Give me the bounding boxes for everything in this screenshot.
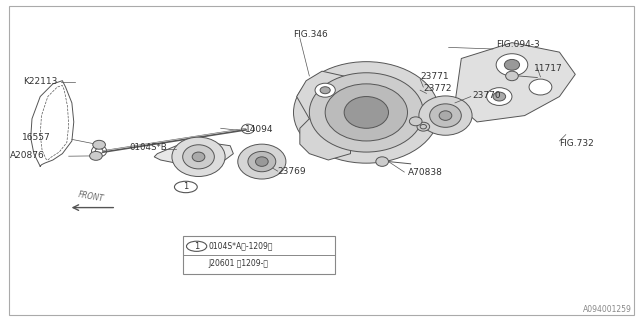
Polygon shape: [154, 142, 234, 166]
Text: 23771: 23771: [420, 72, 449, 81]
Ellipse shape: [315, 83, 335, 97]
Text: 16557: 16557: [22, 133, 51, 142]
Polygon shape: [455, 43, 575, 122]
FancyBboxPatch shape: [182, 236, 335, 274]
Ellipse shape: [429, 104, 461, 127]
Ellipse shape: [417, 122, 429, 131]
Ellipse shape: [344, 97, 388, 128]
Text: A70838: A70838: [408, 168, 442, 177]
Ellipse shape: [529, 79, 552, 95]
Ellipse shape: [506, 71, 518, 81]
Ellipse shape: [192, 152, 205, 162]
Ellipse shape: [93, 140, 106, 149]
Circle shape: [175, 181, 197, 193]
Ellipse shape: [238, 144, 286, 179]
Polygon shape: [300, 117, 351, 160]
Ellipse shape: [419, 96, 472, 135]
Ellipse shape: [410, 117, 422, 126]
Text: J20601 〈1209-〉: J20601 〈1209-〉: [208, 259, 268, 268]
Ellipse shape: [376, 157, 388, 166]
Text: 11717: 11717: [534, 63, 563, 73]
Circle shape: [186, 241, 207, 252]
Text: A20876: A20876: [10, 151, 45, 160]
Text: 23770: 23770: [473, 91, 501, 100]
Ellipse shape: [320, 87, 330, 94]
Polygon shape: [297, 71, 369, 124]
Ellipse shape: [325, 84, 408, 141]
Text: FRONT: FRONT: [77, 190, 104, 203]
Ellipse shape: [493, 92, 506, 101]
Ellipse shape: [182, 145, 214, 169]
Ellipse shape: [504, 60, 520, 70]
Text: FIG.094-3: FIG.094-3: [496, 40, 540, 49]
Ellipse shape: [309, 73, 423, 152]
Ellipse shape: [294, 62, 439, 163]
Ellipse shape: [255, 157, 268, 166]
Ellipse shape: [248, 151, 276, 172]
Ellipse shape: [90, 151, 102, 160]
Text: 23772: 23772: [423, 84, 452, 93]
Text: 23769: 23769: [278, 167, 307, 176]
Text: 0104S*A〈-1209〉: 0104S*A〈-1209〉: [208, 242, 273, 251]
Text: 1: 1: [183, 182, 189, 191]
Text: FIG.732: FIG.732: [559, 139, 594, 148]
FancyBboxPatch shape: [8, 6, 634, 316]
Text: 1: 1: [194, 242, 199, 251]
Text: K22113: K22113: [23, 76, 58, 85]
Ellipse shape: [496, 54, 528, 76]
Ellipse shape: [486, 88, 512, 105]
Text: A094001259: A094001259: [584, 305, 632, 314]
Ellipse shape: [439, 111, 452, 120]
Text: FIG.346: FIG.346: [294, 30, 328, 39]
Ellipse shape: [172, 137, 225, 177]
Text: 14094: 14094: [244, 125, 273, 134]
Text: 0104S*B: 0104S*B: [129, 143, 167, 152]
